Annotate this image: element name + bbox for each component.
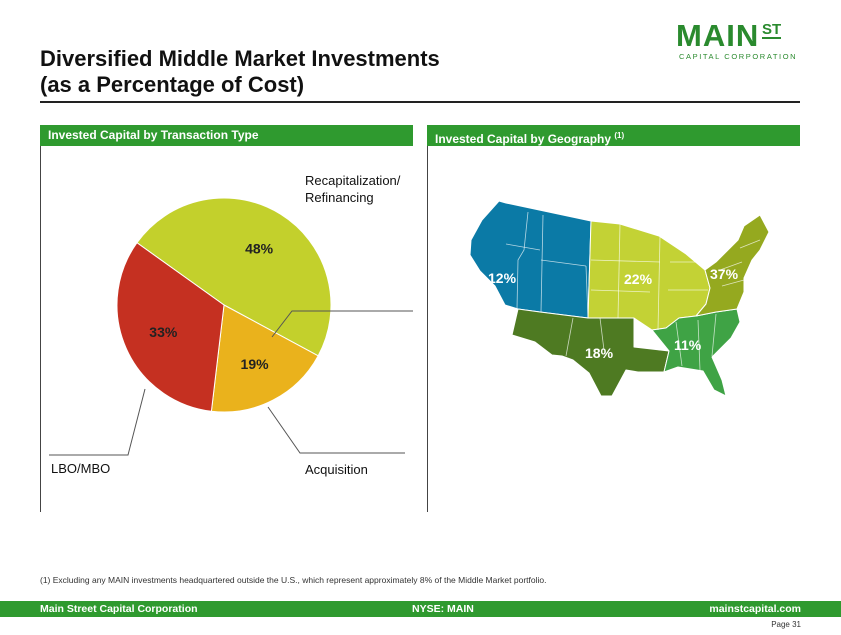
transaction-type-pie-chart: 48% 19% 33% xyxy=(49,197,413,456)
state-border-lines xyxy=(505,211,761,371)
recap-label-line-2: Refinancing xyxy=(305,190,374,205)
logo-main-text: MAIN xyxy=(676,18,760,53)
acquisition-label: Acquisition xyxy=(305,462,368,477)
recap-label: Recapitalization/ Refinancing xyxy=(305,172,400,206)
footnote: (1) Excluding any MAIN investments headq… xyxy=(40,575,547,585)
main-street-logo: MAIN ST CAPITAL CORPORATION xyxy=(676,20,796,64)
right-panel-border xyxy=(427,146,428,512)
map-region-southeast xyxy=(651,308,741,397)
pie-label-1: 48% xyxy=(245,241,274,257)
page-title: Diversified Middle Market Investments (a… xyxy=(40,46,440,98)
footer-bar: Main Street Capital Corporation NYSE: MA… xyxy=(0,601,841,617)
transaction-type-header-label: Invested Capital by Transaction Type xyxy=(48,128,259,142)
map-label-midwest: 22% xyxy=(624,271,653,287)
title-line-2: (as a Percentage of Cost) xyxy=(40,72,305,97)
recap-label-line-1: Recapitalization/ xyxy=(305,173,401,188)
lbo-leader-line xyxy=(49,388,146,456)
footer-website[interactable]: mainstcapital.com xyxy=(709,603,801,615)
transaction-type-header: Invested Capital by Transaction Type xyxy=(40,125,413,146)
pie-label-2: 19% xyxy=(241,356,270,372)
title-divider xyxy=(40,101,800,103)
acquisition-leader-line xyxy=(267,406,405,454)
map-region-west xyxy=(469,200,592,319)
pie-slice-1 xyxy=(136,197,332,357)
map-label-west: 12% xyxy=(488,270,517,286)
map-label-southeast: 11% xyxy=(674,337,702,353)
geography-header: Invested Capital by Geography (1) xyxy=(427,125,800,146)
title-line-1: Diversified Middle Market Investments xyxy=(40,46,440,71)
recap-leader-line xyxy=(271,310,413,338)
map-label-southwest: 18% xyxy=(585,345,614,361)
logo-subtitle: CAPITAL CORPORATION xyxy=(679,52,798,61)
logo-st-text: ST xyxy=(762,21,782,39)
left-panel-border xyxy=(40,146,41,512)
pie-label-3: 33% xyxy=(149,324,178,340)
lbo-label: LBO/MBO xyxy=(51,461,111,476)
map-label-northeast: 37% xyxy=(710,266,739,282)
footer-ticker: NYSE: MAIN xyxy=(412,603,474,615)
geography-header-label: Invested Capital by Geography xyxy=(435,132,612,146)
footer-company: Main Street Capital Corporation xyxy=(40,603,198,615)
page-number: Page 31 xyxy=(771,620,801,629)
geography-header-note: (1) xyxy=(614,131,625,140)
pie-slice-2 xyxy=(210,304,319,413)
pie-slice-3 xyxy=(116,242,225,412)
